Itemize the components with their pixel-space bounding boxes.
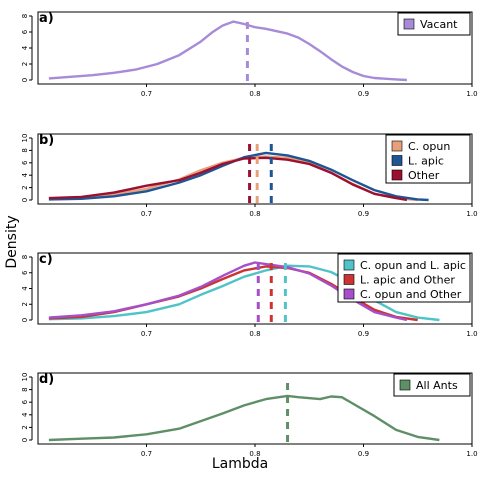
- y-tick-label: 8: [21, 148, 29, 152]
- legend-box: [337, 253, 471, 303]
- x-tick-label: 0.9: [358, 210, 369, 218]
- x-tick-label: 1.0: [466, 330, 477, 338]
- legend-swatch: [343, 259, 355, 271]
- legend: Vacant: [397, 12, 471, 36]
- y-axis-title: Density: [4, 215, 20, 268]
- y-tick-label: 4: [21, 286, 29, 291]
- y-tick-label: 0: [21, 78, 29, 82]
- density-line-3: [48, 261, 408, 322]
- legend-label: C. opun: [408, 140, 450, 153]
- x-tick-label: 1.0: [466, 90, 477, 98]
- y-tick-label: 8: [21, 387, 29, 391]
- y-tick-label: 4: [21, 412, 29, 417]
- x-axis-title: Lambda: [212, 456, 268, 472]
- panel-1: a) 0 2 4 6 8 0.7 0.8 0.9 1.0 Vacant: [21, 11, 478, 98]
- panels: a) 0 2 4 6 8 0.7 0.8 0.9 1.0 Vacant b) 0 2 4 6 8 10 0.7 0.8…: [21, 11, 478, 458]
- density-line-2: [48, 151, 429, 202]
- legend-swatch: [391, 169, 403, 181]
- y-tick-label: 2: [21, 302, 29, 306]
- y-tick-label: 0: [21, 318, 29, 322]
- legend-swatch: [403, 18, 415, 30]
- legend-label: C. opun and L. apic: [360, 259, 466, 272]
- legend-swatch: [391, 155, 403, 166]
- legend-label: Other: [408, 169, 440, 182]
- legend-box: [397, 12, 471, 36]
- legend-box: [393, 373, 471, 397]
- density-line-1: [48, 394, 440, 442]
- y-tick-label: 8: [21, 255, 29, 259]
- panel-label: a): [39, 11, 54, 26]
- y-tick-label: 0: [21, 198, 29, 202]
- density-line-3: [48, 156, 408, 202]
- y-tick-label: 8: [21, 14, 29, 18]
- y-tick-label: 6: [21, 399, 29, 404]
- y-tick-label: 10: [21, 134, 29, 143]
- y-tick-label: 6: [21, 29, 29, 34]
- x-tick-label: 1.0: [466, 210, 477, 218]
- density-line-1: [48, 264, 440, 322]
- x-tick-label: 0.7: [141, 330, 152, 338]
- y-tick-label: 0: [21, 438, 29, 442]
- y-tick-label: 4: [21, 172, 29, 177]
- x-tick-label: 0.8: [249, 90, 260, 98]
- y-tick-label: 2: [21, 185, 29, 189]
- x-tick-label: 0.7: [141, 90, 152, 98]
- x-tick-label: 0.8: [249, 330, 260, 338]
- panel-label: c): [39, 252, 53, 267]
- panel-4: d) 0 2 4 6 8 10 0.7 0.8 0.9 1.0 All Ants: [21, 372, 478, 458]
- density-line-1: [48, 20, 407, 82]
- y-tick-label: 2: [21, 62, 29, 66]
- y-tick-label: 6: [21, 270, 29, 275]
- legend-label: L. apic: [408, 155, 444, 168]
- y-tick-label: 4: [21, 45, 29, 50]
- x-tick-label: 0.9: [358, 450, 369, 458]
- legend-swatch: [399, 379, 411, 391]
- legend-label: L. apic and Other: [360, 274, 455, 287]
- legend-label: All Ants: [416, 379, 458, 392]
- x-tick-label: 0.7: [141, 450, 152, 458]
- panel-3: c) 0 2 4 6 8 0.7 0.8 0.9 1.0 C. opun and L. apic L.…: [21, 252, 478, 338]
- legend-swatch: [343, 274, 355, 285]
- panel-label: d): [39, 372, 54, 387]
- legend-label: C. opun and Other: [360, 288, 462, 301]
- x-tick-label: 0.8: [249, 450, 260, 458]
- y-tick-label: 6: [21, 160, 29, 165]
- legend: All Ants: [393, 373, 471, 397]
- x-tick-label: 1.0: [466, 450, 477, 458]
- legend-swatch: [343, 288, 355, 300]
- x-tick-label: 0.7: [141, 210, 152, 218]
- legend-label: Vacant: [420, 18, 458, 31]
- y-tick-label: 10: [21, 373, 29, 382]
- panel-label: b): [39, 133, 54, 148]
- x-tick-label: 0.8: [249, 210, 260, 218]
- y-tick-label: 2: [21, 425, 29, 429]
- x-tick-label: 0.9: [358, 330, 369, 338]
- legend-swatch: [391, 140, 403, 152]
- x-tick-label: 0.9: [358, 90, 369, 98]
